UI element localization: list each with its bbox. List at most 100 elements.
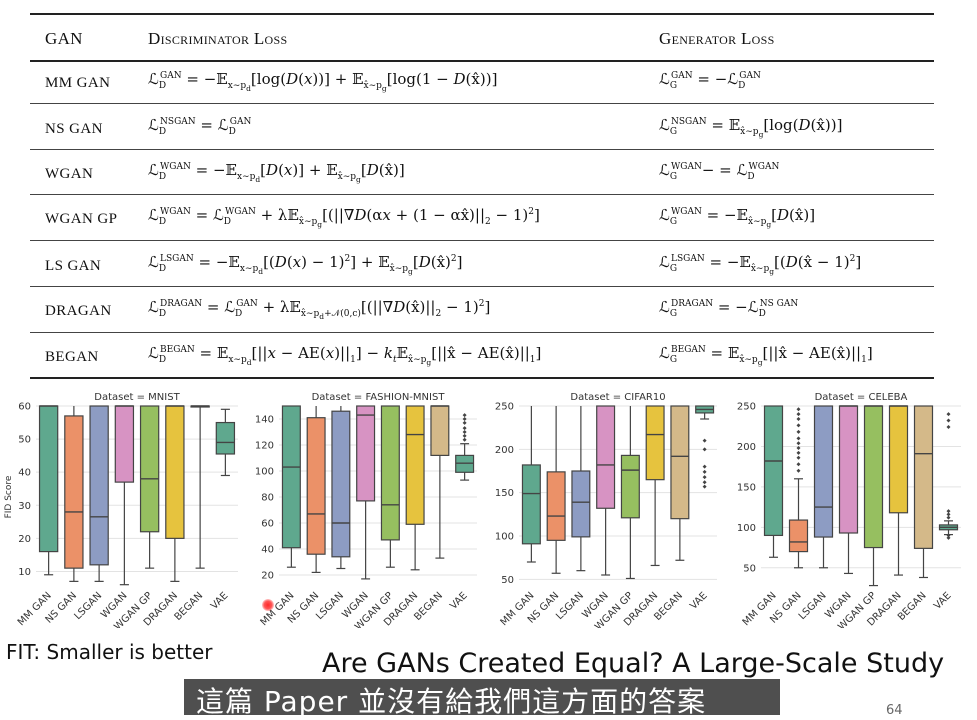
outlier-point (946, 412, 951, 417)
table-bottom-rule (30, 377, 934, 379)
fit-note: FIT: Smaller is better (6, 640, 213, 664)
box-lsgan (89, 405, 109, 566)
y-tick-label: 250 (737, 402, 756, 413)
outlier-point (946, 425, 951, 430)
disc-loss-wgan-gp: ℒDWGAN = ℒDWGAN + λ𝔼x̂∼pg[(||∇D(αx + (1 … (148, 206, 540, 229)
outlier-point (796, 436, 801, 441)
y-tick-label: 30 (18, 501, 31, 512)
box-lsgan (813, 405, 834, 538)
y-tick-label: 50 (18, 435, 31, 446)
chart-cifar10: Dataset = CIFAR10 50 100 150 200 250 MM GAN NS … (485, 388, 725, 628)
box-mm-gan (38, 405, 59, 553)
box-dragan (405, 405, 425, 525)
x-tick-label: LSGAN (797, 590, 829, 622)
chart-mnist: Dataset = MNIST 10 20 30 40 50 60 FID Score MM G… (0, 388, 245, 628)
disc-loss-wgan: ℒDWGAN = −𝔼x∼pd[D(x)] + 𝔼x̂∼pg[D(x̂)] (148, 161, 405, 184)
outlier-point (796, 450, 801, 455)
gen-loss-ls-gan: ℒGLSGAN = −𝔼x̂∼pg[(D(x̂ − 1)2] (659, 253, 862, 276)
gen-loss-ns-gan: ℒGNSGAN = 𝔼x̂∼pg[log(D(x̂))] (659, 116, 843, 139)
box-ns-gan (306, 417, 326, 555)
box-ns-gan (788, 519, 809, 553)
x-tick-label: BEGAN (173, 590, 206, 623)
outlier-point (946, 515, 951, 520)
box-ns-gan (546, 471, 566, 541)
box-dragan (165, 405, 185, 539)
outlier-point (796, 455, 801, 460)
box-wgan-gp (380, 405, 400, 541)
x-tick-label: LSGAN (314, 590, 346, 622)
gen-loss-dragan: ℒGDRAGAN = −ℒDNS GAN (659, 298, 799, 319)
row-divider (30, 332, 934, 333)
y-tick-label: 200 (737, 442, 756, 453)
header-discriminator-loss: Discriminator Loss (148, 29, 288, 48)
outlier-point (462, 417, 467, 421)
y-tick-label: 100 (737, 523, 756, 534)
outlier-point (462, 430, 467, 434)
row-divider (30, 194, 934, 195)
header-gan: GAN (45, 29, 83, 48)
y-tick-label: 150 (495, 488, 514, 499)
y-tick-label: 60 (18, 402, 31, 413)
box-mm-gan (521, 464, 541, 545)
outlier-point (796, 462, 801, 467)
row-name-wgan: WGAN (45, 166, 94, 182)
outlier-point (462, 426, 467, 431)
x-tick-label: VAE (448, 590, 469, 611)
disc-loss-began: ℒDBEGAN = 𝔼x∼pd[||x − AE(x)||1] − kt𝔼x̂∼… (148, 344, 542, 367)
outlier-point (796, 446, 801, 451)
box-lsgan (571, 470, 591, 538)
disc-loss-mm-gan: ℒDGAN = −𝔼x∼pd[log(D(x))] + 𝔼x̂∼pg[log(1… (148, 70, 498, 93)
box-mm-gan (281, 405, 301, 549)
row-name-began: BEGAN (45, 349, 99, 365)
table-header-rule (30, 60, 934, 62)
outlier-point (796, 441, 801, 446)
gen-loss-began: ℒGBEGAN = 𝔼x̂∼pg[||x̂ − AE(x̂)||1] (659, 344, 873, 367)
outlier-point (796, 412, 801, 417)
chart-celeba: Dataset = CELEBA 50 100 150 200 250 MM GAN NS G… (725, 388, 970, 628)
box-dragan (645, 405, 665, 481)
outlier-point (702, 438, 707, 443)
x-tick-label: VAE (688, 590, 709, 611)
gen-loss-wgan: ℒGWGAN− = ℒDWGAN (659, 161, 780, 182)
y-tick-label: 50 (743, 563, 756, 574)
row-name-wgan-gp: WGAN GP (45, 211, 118, 227)
outlier-point (946, 533, 951, 538)
y-tick-label: 20 (261, 571, 274, 582)
outlier-point (946, 509, 951, 514)
box-wgan-gp (863, 405, 884, 549)
disc-loss-ls-gan: ℒDLSGAN = −𝔼x∼pd[(D(x) − 1)2] + 𝔼x̂∼pg[D… (148, 253, 463, 276)
chart-fashion-mnist: Dataset = FASHION-MNIST 20 40 60 80 100 120 140… (245, 388, 485, 628)
row-name-dragan: DRAGAN (45, 303, 112, 319)
outlier-point (796, 423, 801, 428)
outlier-point (946, 418, 951, 423)
outlier-point (702, 447, 707, 452)
disc-loss-dragan: ℒDDRAGAN = ℒDGAN + λ𝔼x̂∼pd+𝒩(0,c)[(||∇D(… (148, 298, 491, 321)
gen-loss-wgan-gp: ℒGWGAN = −𝔼x̂∼pg[D(x̂)] (659, 206, 816, 229)
box-dragan (888, 405, 909, 514)
chart-fashion-mnist-svg: Dataset = FASHION-MNIST 20 40 60 80 100 120 140… (255, 392, 477, 628)
outlier-point (462, 413, 467, 418)
outlier-point (702, 484, 707, 489)
box-began (430, 405, 450, 457)
box-wgan-gp (139, 405, 160, 533)
y-tick-label: 60 (261, 519, 274, 530)
row-divider (30, 149, 934, 150)
outlier-point (796, 429, 801, 434)
box-vae (215, 421, 236, 455)
box-wgan (838, 405, 859, 534)
box-wgan (356, 405, 376, 502)
row-divider (30, 240, 934, 241)
y-tick-label: 80 (261, 493, 274, 504)
x-tick-label: LSGAN (554, 590, 586, 622)
table-top-rule (30, 13, 934, 15)
box-wgan (596, 405, 616, 509)
subtitle-text: 這篇 Paper 並沒有給我們這方面的答案 (196, 685, 707, 718)
box-ns-gan (64, 415, 84, 569)
y-tick-label: 20 (18, 534, 31, 545)
outlier-point (702, 475, 707, 480)
gen-loss-mm-gan: ℒGGAN = −ℒDGAN (659, 70, 761, 91)
disc-loss-ns-gan: ℒDNSGAN = ℒDGAN (148, 116, 252, 137)
box-mm-gan (763, 405, 784, 537)
